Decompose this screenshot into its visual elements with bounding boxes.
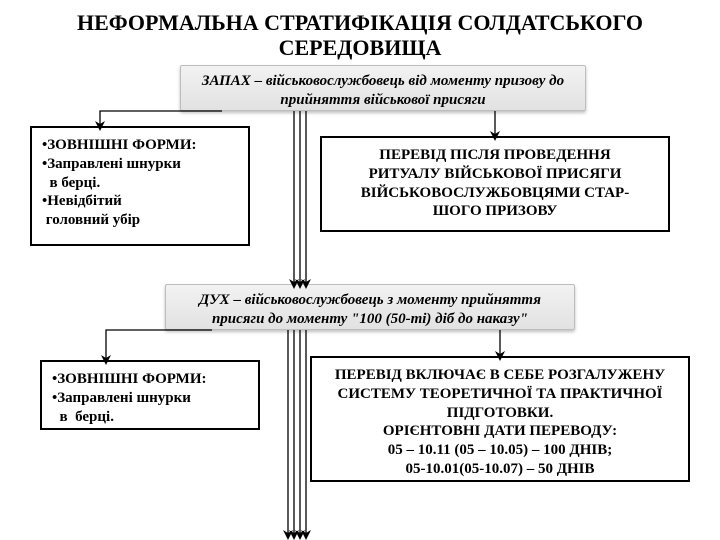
stage-zapakh-desc: – військовослужбовець від моменту призов… [251, 73, 564, 108]
box-line: •Невідбітий [42, 192, 238, 211]
box-line: в берці. [42, 174, 238, 193]
zapakh-forms-box: •ЗОВНІШНІ ФОРМИ:•Заправлені шнурки в бер… [30, 126, 250, 246]
box-line: ПІДГОТОВКИ. [322, 404, 678, 423]
stage-dukh-desc: – військовослужбовець з моменту прийнятт… [212, 292, 541, 327]
box-line: СИСТЕМУ ТЕОРЕТИЧНОЇ ТА ПРАКТИЧНОЇ [322, 385, 678, 404]
stage-dukh-name: ДУХ [199, 292, 230, 308]
stage-zapakh-name: ЗАПАХ [202, 73, 251, 89]
box-line: головний убір [42, 211, 238, 230]
box-line: ШОГО ПРИЗОВУ [332, 202, 658, 221]
box-line: 05-10.01(05-10.07) – 50 ДНІВ [322, 460, 678, 479]
dukh-transfer-box: ПЕРЕВІД ВКЛЮЧАЄ В СЕБЕ РОЗГАЛУЖЕНУСИСТЕМ… [310, 356, 690, 482]
box-line: 05 – 10.11 (05 – 10.05) – 100 ДНІВ; [322, 441, 678, 460]
box-line: РИТУАЛУ ВІЙСЬКОВОЇ ПРИСЯГИ [332, 165, 658, 184]
box-line: ПЕРЕВІД ВКЛЮЧАЄ В СЕБЕ РОЗГАЛУЖЕНУ [322, 366, 678, 385]
stage-dukh: ДУХ – військовослужбовець з моменту прий… [165, 284, 575, 330]
box-line: в берці. [52, 408, 248, 427]
box-line: ОРІЄНТОВНІ ДАТИ ПЕРЕВОДУ: [322, 422, 678, 441]
box-line: •Заправлені шнурки [42, 155, 238, 174]
zapakh-transfer-box: ПЕРЕВІД ПІСЛЯ ПРОВЕДЕННЯРИТУАЛУ ВІЙСЬКОВ… [320, 136, 670, 232]
box-line: •ЗОВНІШНІ ФОРМИ: [42, 136, 238, 155]
stage-zapakh: ЗАПАХ – військовослужбовець від моменту … [180, 65, 586, 111]
box-line: ВІЙСЬКОВОСЛУЖБОВЦЯМИ СТАР- [332, 184, 658, 203]
diagram-title: НЕФОРМАЛЬНА СТРАТИФІКАЦІЯ СОЛДАТСЬКОГО С… [0, 0, 720, 65]
box-line: ПЕРЕВІД ПІСЛЯ ПРОВЕДЕННЯ [332, 146, 658, 165]
dukh-forms-box: •ЗОВНІШНІ ФОРМИ:•Заправлені шнурки в бер… [40, 360, 260, 430]
box-line: •ЗОВНІШНІ ФОРМИ: [52, 370, 248, 389]
box-line: •Заправлені шнурки [52, 389, 248, 408]
